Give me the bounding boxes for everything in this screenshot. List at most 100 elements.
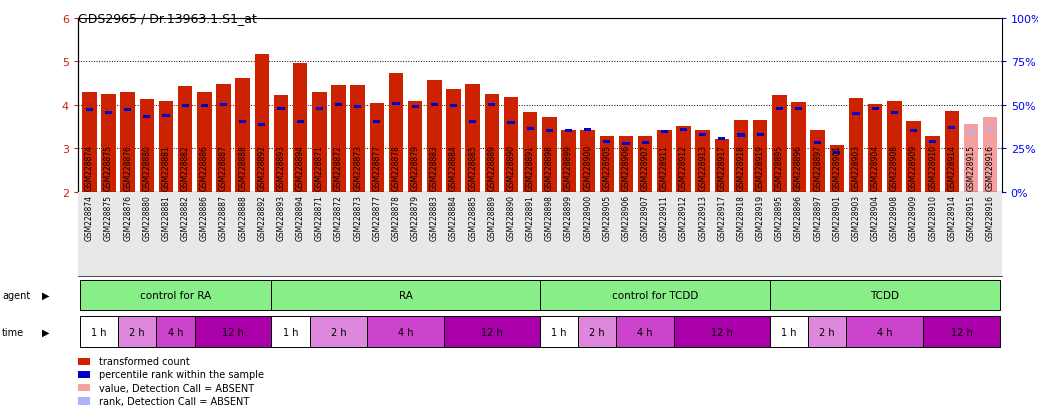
- Bar: [86, 109, 93, 112]
- Text: 4 h: 4 h: [877, 327, 893, 337]
- Bar: [351, 86, 365, 192]
- Text: 4 h: 4 h: [398, 327, 413, 337]
- Bar: [603, 140, 610, 143]
- FancyBboxPatch shape: [846, 316, 923, 348]
- Text: 1 h: 1 h: [282, 327, 298, 337]
- Text: 1 h: 1 h: [551, 327, 567, 337]
- Bar: [446, 90, 461, 192]
- Bar: [734, 121, 748, 192]
- Bar: [795, 108, 802, 111]
- Bar: [542, 117, 556, 192]
- Bar: [526, 128, 534, 131]
- Bar: [695, 131, 710, 192]
- Text: GSM228907: GSM228907: [640, 195, 650, 241]
- Bar: [162, 115, 169, 118]
- Bar: [485, 95, 499, 192]
- FancyBboxPatch shape: [578, 316, 617, 348]
- Text: 12 h: 12 h: [481, 327, 502, 337]
- Bar: [102, 95, 115, 192]
- Text: RA: RA: [399, 290, 412, 300]
- FancyBboxPatch shape: [80, 316, 118, 348]
- Text: GSM228886: GSM228886: [200, 195, 209, 240]
- Bar: [699, 133, 706, 136]
- Text: 2 h: 2 h: [819, 327, 835, 337]
- Text: GSM228890: GSM228890: [507, 195, 516, 240]
- Bar: [887, 102, 902, 192]
- Bar: [852, 112, 859, 116]
- Text: control for RA: control for RA: [140, 290, 211, 300]
- FancyBboxPatch shape: [617, 316, 674, 348]
- Text: GSM228873: GSM228873: [353, 195, 362, 240]
- Bar: [254, 55, 269, 192]
- Text: GDS2965 / Dr.13963.1.S1_at: GDS2965 / Dr.13963.1.S1_at: [78, 12, 256, 24]
- Text: 4 h: 4 h: [637, 327, 653, 337]
- Bar: [562, 131, 576, 192]
- Bar: [274, 96, 289, 192]
- Bar: [619, 137, 633, 192]
- Text: 1 h: 1 h: [91, 327, 107, 337]
- Bar: [143, 116, 151, 119]
- Bar: [331, 85, 346, 192]
- Text: GSM228912: GSM228912: [679, 195, 688, 240]
- Bar: [354, 106, 361, 109]
- Text: GSM228910: GSM228910: [928, 195, 937, 240]
- Bar: [408, 102, 422, 192]
- Text: 2 h: 2 h: [590, 327, 605, 337]
- Bar: [370, 104, 384, 192]
- FancyBboxPatch shape: [809, 316, 846, 348]
- Bar: [964, 125, 978, 192]
- Bar: [503, 97, 518, 192]
- Bar: [829, 146, 844, 192]
- Bar: [910, 130, 918, 133]
- Bar: [200, 104, 208, 108]
- FancyBboxPatch shape: [770, 280, 1000, 311]
- Bar: [216, 85, 230, 192]
- Text: agent: agent: [2, 290, 30, 300]
- Bar: [949, 126, 955, 129]
- Text: GSM228896: GSM228896: [794, 195, 803, 240]
- Text: GSM228876: GSM228876: [124, 195, 132, 240]
- Bar: [929, 141, 936, 144]
- Text: GSM228881: GSM228881: [162, 195, 170, 240]
- Text: 12 h: 12 h: [222, 327, 244, 337]
- FancyBboxPatch shape: [118, 316, 157, 348]
- Bar: [469, 121, 476, 124]
- FancyBboxPatch shape: [540, 280, 770, 311]
- Text: GSM228909: GSM228909: [909, 195, 918, 241]
- Bar: [316, 108, 323, 111]
- Bar: [868, 104, 882, 192]
- Text: ▶: ▶: [42, 290, 49, 300]
- Bar: [488, 104, 495, 107]
- Text: GSM228911: GSM228911: [660, 195, 668, 240]
- Bar: [657, 131, 672, 192]
- Bar: [465, 85, 480, 192]
- FancyBboxPatch shape: [309, 316, 367, 348]
- Bar: [737, 134, 744, 137]
- Bar: [431, 104, 438, 107]
- Bar: [775, 108, 783, 111]
- Text: GSM228903: GSM228903: [851, 195, 861, 241]
- Bar: [182, 104, 189, 108]
- Bar: [389, 74, 403, 192]
- Text: GSM228878: GSM228878: [391, 195, 401, 240]
- Text: GSM228889: GSM228889: [488, 195, 496, 240]
- Bar: [120, 92, 135, 192]
- Text: GSM228885: GSM228885: [468, 195, 477, 240]
- Text: GSM228905: GSM228905: [602, 195, 611, 241]
- Text: GSM228872: GSM228872: [334, 195, 343, 240]
- Text: 2 h: 2 h: [331, 327, 347, 337]
- Bar: [392, 103, 400, 106]
- Bar: [967, 132, 975, 135]
- Bar: [986, 128, 993, 131]
- Bar: [791, 103, 805, 192]
- Bar: [105, 112, 112, 115]
- Bar: [677, 127, 690, 192]
- Text: GSM228917: GSM228917: [717, 195, 727, 240]
- Bar: [508, 122, 515, 125]
- FancyBboxPatch shape: [195, 316, 271, 348]
- Text: time: time: [2, 327, 24, 337]
- Bar: [834, 152, 841, 154]
- FancyBboxPatch shape: [540, 316, 578, 348]
- Text: GSM228894: GSM228894: [296, 195, 305, 240]
- Bar: [125, 109, 131, 112]
